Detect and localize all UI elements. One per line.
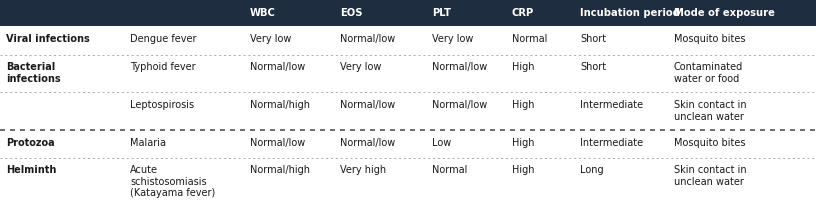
Text: Very low: Very low [340, 62, 381, 72]
Text: High: High [512, 138, 534, 148]
Text: EOS: EOS [340, 8, 362, 18]
Text: Typhoid fever: Typhoid fever [130, 62, 196, 72]
Text: High: High [512, 165, 534, 175]
Text: Normal/low: Normal/low [340, 100, 395, 110]
Text: Normal: Normal [512, 34, 548, 44]
Text: Very low: Very low [432, 34, 473, 44]
Text: Skin contact in
unclean water: Skin contact in unclean water [674, 165, 747, 187]
Text: Mosquito bites: Mosquito bites [674, 34, 746, 44]
Text: Short: Short [580, 34, 606, 44]
Text: Normal/high: Normal/high [250, 100, 310, 110]
Text: Viral infections: Viral infections [6, 34, 90, 44]
Text: Very low: Very low [250, 34, 291, 44]
Text: WBC: WBC [250, 8, 276, 18]
Text: Skin contact in
unclean water: Skin contact in unclean water [674, 100, 747, 122]
Text: Dengue fever: Dengue fever [130, 34, 197, 44]
Bar [0, 0, 816, 26]
Text: Malaria: Malaria [130, 138, 166, 148]
Text: Short: Short [580, 62, 606, 72]
Text: Normal/low: Normal/low [340, 34, 395, 44]
Text: Incubation period: Incubation period [580, 8, 680, 18]
Text: Normal/low: Normal/low [250, 62, 305, 72]
Text: Normal/low: Normal/low [432, 100, 487, 110]
Text: Intermediate: Intermediate [580, 138, 643, 148]
Text: CRP: CRP [512, 8, 534, 18]
Text: Leptospirosis: Leptospirosis [130, 100, 194, 110]
Text: Normal/low: Normal/low [432, 62, 487, 72]
Text: Normal: Normal [432, 165, 468, 175]
Text: Long: Long [580, 165, 604, 175]
Text: Protozoa: Protozoa [6, 138, 55, 148]
Text: Low: Low [432, 138, 451, 148]
Text: Intermediate: Intermediate [580, 100, 643, 110]
Text: Normal/low: Normal/low [250, 138, 305, 148]
Text: Contaminated
water or food: Contaminated water or food [674, 62, 743, 84]
Text: Normal/high: Normal/high [250, 165, 310, 175]
Text: Very high: Very high [340, 165, 386, 175]
Text: Mosquito bites: Mosquito bites [674, 138, 746, 148]
Text: Mode of exposure: Mode of exposure [674, 8, 775, 18]
Text: Bacterial
infections: Bacterial infections [6, 62, 60, 84]
Text: Acute
schistosomiasis
(Katayama fever): Acute schistosomiasis (Katayama fever) [130, 165, 215, 198]
Text: PLT: PLT [432, 8, 451, 18]
Text: High: High [512, 100, 534, 110]
Text: High: High [512, 62, 534, 72]
Text: Normal/low: Normal/low [340, 138, 395, 148]
Text: Helminth: Helminth [6, 165, 56, 175]
